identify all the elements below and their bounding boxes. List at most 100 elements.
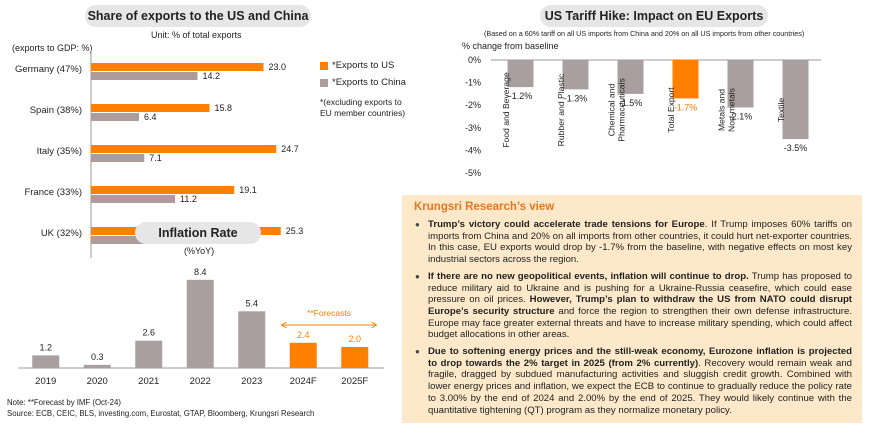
tariff-chart: 0% -1% -2% -3% -4% -5% -1.2%Food and Beverage -… [465, 55, 821, 178]
inflation-category-label: 2019 [35, 376, 56, 387]
exports-bar-us [91, 186, 235, 194]
legend-item-us: *Exports to US [320, 60, 406, 71]
inflation-category-label: 2020 [87, 376, 108, 387]
view-item: If there are no new geopolitical events,… [415, 270, 853, 341]
tariff-value-label: -1.7% [674, 102, 698, 112]
tariff-tick-label: -3% [465, 123, 481, 133]
exports-value-china: 11.2 [180, 194, 197, 204]
view-item-bold: Trump’s victory could accelerate trade t… [428, 219, 705, 230]
inflation-bar [135, 340, 163, 368]
view-item: Due to softening energy prices and the s… [415, 346, 853, 416]
tariff-value-label: -1.2% [509, 91, 533, 101]
exports-bar-us [91, 63, 264, 71]
tariff-tick-label: 0% [468, 55, 481, 65]
inflation-value-label: 1.2 [39, 342, 52, 352]
exports-chart-unit: Unit: % of total exports [151, 30, 242, 40]
exports-value-china: 14.2 [203, 71, 221, 81]
research-view-panel: Krungsri Research’s view Trump’s victory… [402, 195, 862, 423]
tariff-value-label: -1.3% [564, 93, 588, 103]
inflation-value-label: 2.4 [297, 330, 310, 340]
exports-bar-china [91, 236, 182, 244]
tariff-chart-title: US Tariff Hike: Impact on EU Exports [540, 5, 768, 27]
exports-bar-china [91, 72, 198, 80]
tariff-bar [562, 60, 589, 90]
tariff-category-label: Food and Beverage [501, 72, 511, 148]
inflation-value-label: 2.0 [348, 334, 361, 344]
view-item-text-2: and force the region to strengthen their… [428, 305, 852, 341]
tariff-category-label: Chemical andPharmaceuticals [607, 78, 627, 142]
view-item: Trump’s victory could accelerate trade t… [415, 219, 852, 266]
exports-legend: *Exports to US *Exports to China [320, 60, 406, 88]
inflation-value-label: 2.6 [142, 328, 155, 338]
tariff-bar [727, 60, 754, 108]
tariff-tick-label: -1% [465, 78, 481, 88]
view-item-text: . Recovery would remain weak and fragile… [428, 357, 853, 416]
tariff-tick-label: -5% [465, 168, 481, 178]
exports-category-label: UK (32%) [41, 228, 82, 239]
tariff-category-label: Rubber and Plastic [556, 73, 566, 146]
exports-chart-title: Share of exports to the US and China [85, 5, 311, 27]
inflation-chart-title: Inflation Rate [135, 222, 261, 244]
tariff-bar [782, 60, 809, 140]
exports-value-china: 6.4 [144, 112, 157, 122]
exports-category-label: Spain (38%) [30, 105, 82, 116]
legend-swatch-us [320, 61, 328, 70]
inflation-chart: 1.2 2019 0.3 2020 2.6 2021 8.4 2022 5.4 2023 2.4 20… [18, 267, 384, 387]
research-view-title: Krungsri Research’s view [414, 201, 555, 213]
inflation-category-label: 2025F [341, 376, 368, 387]
inflation-category-label: 2022 [190, 376, 211, 387]
inflation-bar [341, 347, 369, 368]
legend-swatch-china [320, 78, 328, 87]
inflation-bar [83, 364, 111, 368]
exports-bar-china [91, 154, 145, 162]
inflation-value-label: 8.4 [194, 267, 207, 277]
tariff-bar [617, 60, 644, 94]
exports-value-us: 24.7 [281, 144, 299, 154]
view-item-bold: Due to softening energy prices and the s… [428, 346, 852, 369]
inflation-chart-unit: (%YoY) [184, 246, 215, 256]
exports-bar-us [91, 145, 277, 153]
legend-item-china: *Exports to China [320, 77, 406, 88]
exports-chart-ylabel: (exports to GDP: %) [12, 43, 93, 53]
chart-source: Source: ECB, CEIC, BLS, investing.com, E… [7, 409, 315, 418]
inflation-category-label: 2023 [241, 376, 262, 387]
exports-value-us: 15.8 [215, 103, 233, 113]
tariff-chart-subtitle: (Based on a 60% tariff on all US imports… [484, 29, 805, 38]
inflation-bar [32, 355, 60, 368]
tariff-category-label: Total Export [666, 87, 676, 133]
forecast-arrow-left-icon [280, 321, 287, 329]
view-item-bold-2: However, Trump’s plan to withdraw the US… [428, 294, 853, 317]
exports-value-china: 7.1 [149, 153, 162, 163]
research-view-list: Trump’s victory could accelerate trade t… [414, 219, 852, 416]
exports-value-us: 23.0 [269, 62, 287, 72]
exports-value-us: 25.3 [286, 226, 304, 236]
exports-bar-us [91, 104, 210, 112]
legend-label-us: *Exports to US [332, 60, 395, 71]
inflation-value-label: 5.4 [245, 298, 258, 308]
exports-category-label: Italy (35%) [37, 146, 82, 157]
inflation-bar [186, 279, 214, 368]
exports-bar-china [91, 195, 175, 203]
view-item-text: . If Trump imposes 60% tariffs on import… [428, 219, 852, 266]
forecast-arrow-right-icon [371, 321, 378, 329]
tariff-tick-label: -4% [465, 145, 481, 155]
exports-bar-china [91, 113, 139, 121]
inflation-bar [238, 311, 266, 368]
tariff-category-label: Textile [776, 98, 786, 123]
exports-category-label: Germany (47%) [15, 64, 82, 75]
exports-value-us: 19.1 [239, 185, 257, 195]
forecast-label: **Forecasts [307, 308, 351, 318]
chart-note: Note: **Forecast by IMF (Oct-24) [7, 398, 121, 407]
exports-footnote: *(excluding exports to EU member countri… [320, 97, 406, 118]
view-item-bold: If there are no new geopolitical events,… [428, 270, 749, 282]
exports-category-label: France (33%) [24, 187, 82, 198]
tariff-category-label: Metals andNon-metals [717, 88, 737, 132]
tariff-tick-label: -2% [465, 100, 481, 110]
view-item-text: Trump has proposed to reduce military ai… [428, 270, 853, 306]
tariff-bar [672, 60, 699, 99]
tariff-bar [507, 60, 534, 88]
tariff-value-label: -3.5% [784, 143, 808, 153]
tariff-value-label: -2.1% [729, 111, 753, 121]
tariff-value-label: -1.5% [619, 98, 643, 108]
inflation-category-label: 2024F [290, 376, 317, 387]
